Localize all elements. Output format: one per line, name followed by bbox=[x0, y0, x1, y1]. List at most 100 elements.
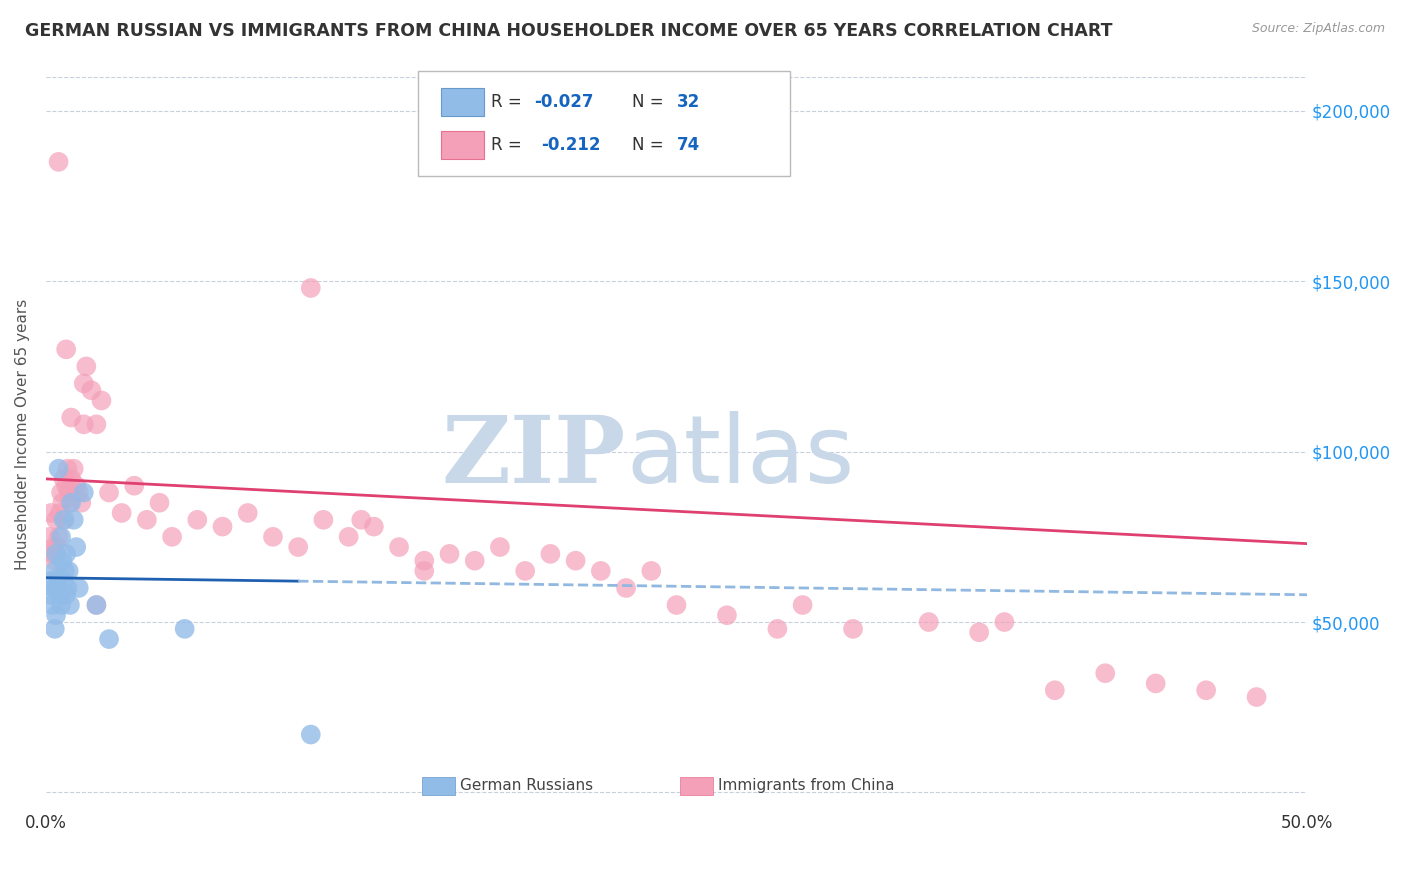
Point bbox=[59, 496, 82, 510]
Text: N =: N = bbox=[633, 136, 669, 154]
Point bbox=[211, 519, 233, 533]
Point bbox=[148, 496, 170, 510]
Point bbox=[41, 598, 63, 612]
Point bbox=[640, 564, 662, 578]
Point bbox=[55, 479, 77, 493]
Point bbox=[44, 564, 66, 578]
Point bbox=[42, 540, 65, 554]
Point bbox=[413, 554, 436, 568]
Point bbox=[73, 376, 96, 391]
Point bbox=[45, 513, 67, 527]
Point bbox=[122, 479, 145, 493]
Text: 74: 74 bbox=[676, 136, 700, 154]
Point bbox=[1246, 690, 1268, 704]
Point bbox=[48, 530, 70, 544]
Point bbox=[49, 588, 72, 602]
Point bbox=[45, 547, 67, 561]
Point bbox=[160, 530, 183, 544]
Point bbox=[312, 513, 335, 527]
Point bbox=[53, 564, 76, 578]
Point bbox=[73, 417, 96, 432]
Point bbox=[363, 519, 385, 533]
Point bbox=[46, 581, 69, 595]
Point bbox=[111, 506, 134, 520]
Point bbox=[39, 588, 62, 602]
Point bbox=[48, 571, 70, 585]
Point bbox=[236, 506, 259, 520]
Point bbox=[515, 564, 537, 578]
Point bbox=[60, 496, 83, 510]
Point bbox=[98, 632, 121, 646]
Point bbox=[52, 513, 75, 527]
Point bbox=[42, 581, 65, 595]
Point bbox=[70, 496, 93, 510]
Text: German Russians: German Russians bbox=[460, 778, 593, 793]
Point bbox=[38, 530, 60, 544]
Point bbox=[98, 485, 121, 500]
Point bbox=[46, 540, 69, 554]
Point bbox=[80, 384, 103, 398]
Point bbox=[1144, 676, 1167, 690]
Point bbox=[52, 574, 75, 589]
Point bbox=[62, 513, 84, 527]
Point bbox=[186, 513, 208, 527]
Point bbox=[135, 513, 157, 527]
Point bbox=[65, 479, 87, 493]
Point bbox=[58, 485, 80, 500]
Text: Source: ZipAtlas.com: Source: ZipAtlas.com bbox=[1251, 22, 1385, 36]
Point bbox=[48, 154, 70, 169]
Point bbox=[44, 622, 66, 636]
Text: Immigrants from China: Immigrants from China bbox=[718, 778, 894, 793]
Point bbox=[55, 343, 77, 357]
Point bbox=[86, 598, 108, 612]
Point bbox=[413, 564, 436, 578]
Point bbox=[842, 622, 865, 636]
Point bbox=[716, 608, 738, 623]
Point bbox=[173, 622, 195, 636]
Text: -0.212: -0.212 bbox=[541, 136, 600, 154]
Point bbox=[51, 496, 73, 510]
Point bbox=[464, 554, 486, 568]
Point bbox=[56, 461, 79, 475]
FancyBboxPatch shape bbox=[681, 777, 713, 795]
Point bbox=[439, 547, 461, 561]
Point bbox=[49, 598, 72, 612]
Point bbox=[1094, 666, 1116, 681]
Point bbox=[65, 540, 87, 554]
Point bbox=[993, 615, 1015, 629]
Point bbox=[49, 530, 72, 544]
Point bbox=[41, 547, 63, 561]
Point bbox=[67, 581, 90, 595]
Point bbox=[55, 588, 77, 602]
Point bbox=[58, 564, 80, 578]
Point bbox=[49, 485, 72, 500]
Point bbox=[614, 581, 637, 595]
Point bbox=[75, 359, 97, 374]
Point bbox=[52, 472, 75, 486]
Text: -0.027: -0.027 bbox=[534, 93, 593, 111]
Point bbox=[589, 564, 612, 578]
Point bbox=[59, 598, 82, 612]
FancyBboxPatch shape bbox=[440, 87, 484, 116]
Text: atlas: atlas bbox=[626, 411, 855, 503]
FancyBboxPatch shape bbox=[418, 70, 790, 176]
Y-axis label: Householder Income Over 65 years: Householder Income Over 65 years bbox=[15, 299, 30, 570]
Point bbox=[299, 727, 322, 741]
Point bbox=[67, 485, 90, 500]
Point bbox=[48, 461, 70, 475]
Point bbox=[86, 417, 108, 432]
Point bbox=[766, 622, 789, 636]
Point bbox=[39, 506, 62, 520]
Point bbox=[56, 581, 79, 595]
Point bbox=[73, 485, 96, 500]
Text: ZIP: ZIP bbox=[441, 412, 626, 502]
Point bbox=[299, 281, 322, 295]
Point bbox=[90, 393, 112, 408]
FancyBboxPatch shape bbox=[422, 777, 454, 795]
Point bbox=[489, 540, 512, 554]
Point bbox=[60, 472, 83, 486]
Text: N =: N = bbox=[633, 93, 669, 111]
Point bbox=[337, 530, 360, 544]
Point bbox=[53, 513, 76, 527]
Text: R =: R = bbox=[491, 136, 533, 154]
